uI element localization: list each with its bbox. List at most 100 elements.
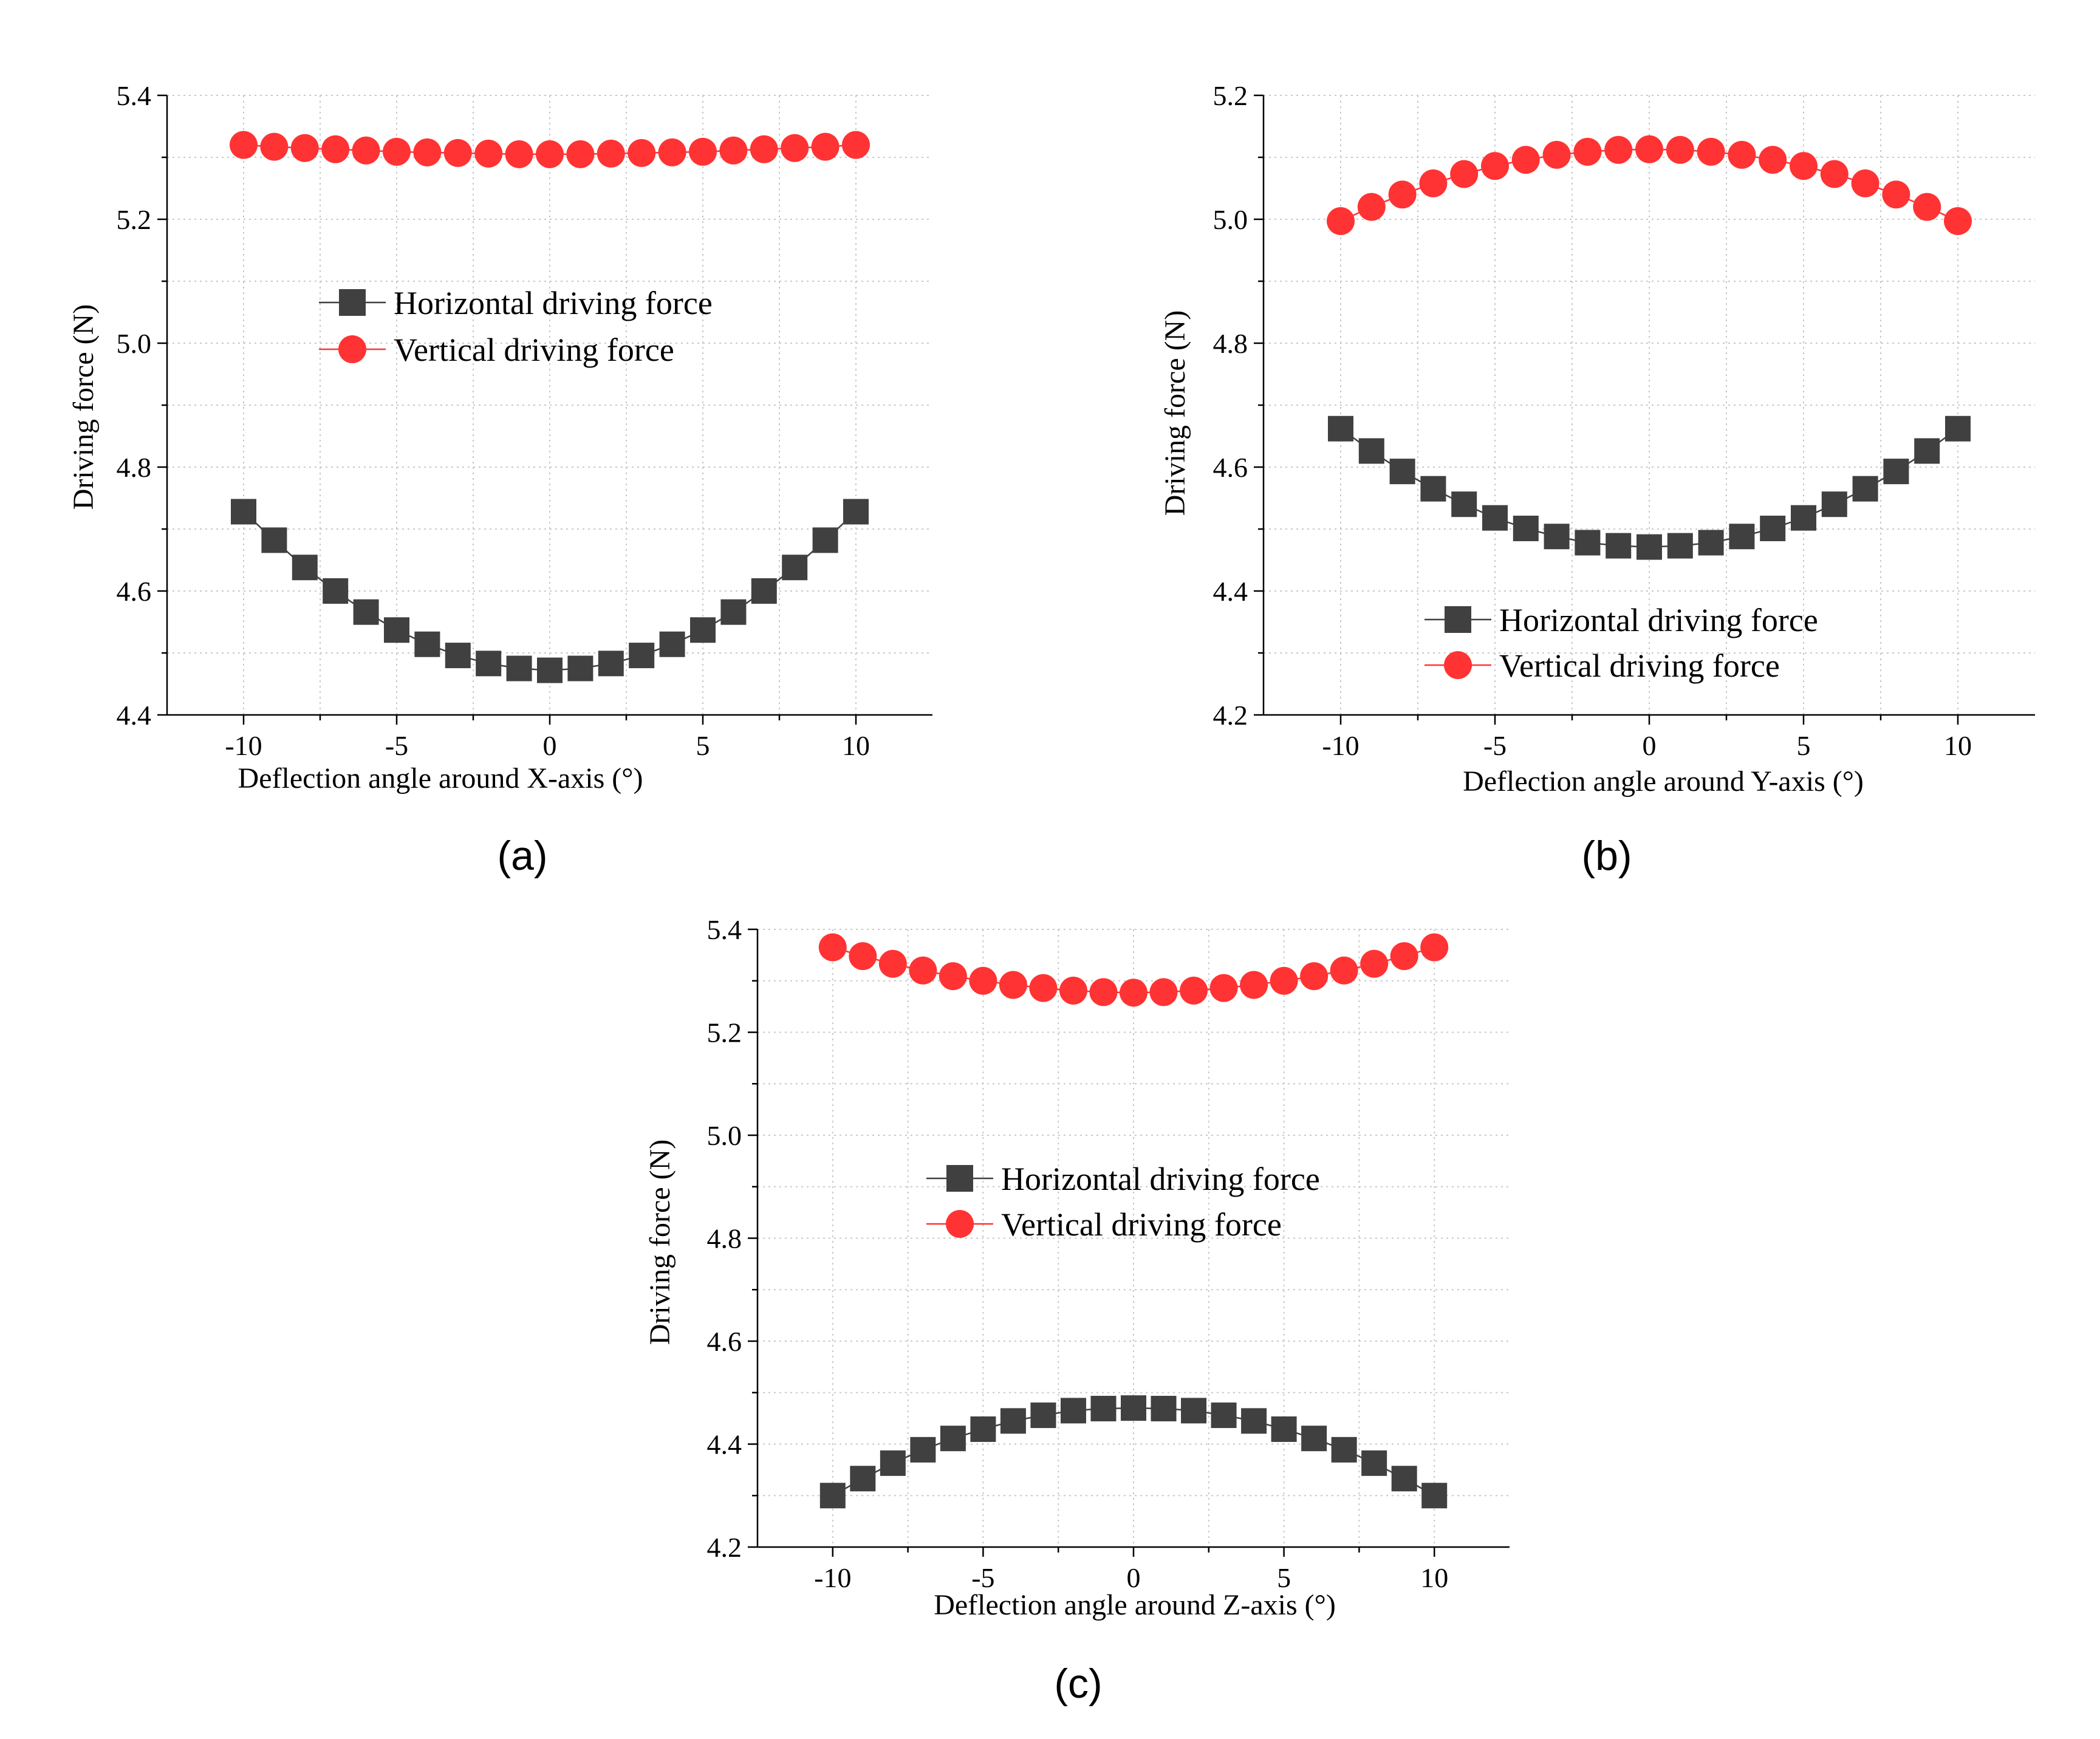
plot-area: -10 -5 0 5 10 4.2 4.4 4.6 4.8 5.0 5.2 5.4 [707,914,1510,1593]
data-point-vertical [689,137,717,166]
data-point-horizontal [1181,1398,1207,1424]
data-point-vertical [1820,160,1849,188]
data-point-horizontal [1575,530,1601,556]
data-point-horizontal [910,1437,936,1463]
data-point-vertical [1357,193,1386,221]
data-point-horizontal [414,631,440,657]
data-point-horizontal [1328,415,1353,442]
x-tick-label: 5 [696,730,710,761]
data-point-vertical [597,139,625,168]
data-point-vertical [658,138,686,166]
data-point-vertical [1728,140,1756,169]
data-point-vertical [1944,207,1972,236]
data-point-vertical [566,140,595,168]
data-point-vertical [1511,146,1540,174]
data-point-vertical [878,949,907,978]
x-tick-label: -5 [1483,730,1507,761]
y-tick-label: 4.4 [1213,576,1248,607]
x-tick-label: 0 [543,730,557,761]
legend-label-horizontal: Horizontal driving force [1499,602,1818,638]
data-point-vertical [1759,146,1787,174]
x-tick-label: 10 [842,730,870,761]
data-point-vertical [1388,180,1417,209]
y-tick-label: 5.2 [707,1017,742,1048]
y-tick-label: 5.2 [1213,80,1248,111]
x-tick-label: -5 [385,730,408,761]
data-point-vertical [750,135,778,163]
legend-marker-vertical [338,335,366,363]
data-point-horizontal [1361,1450,1387,1476]
data-point-horizontal [1000,1408,1026,1434]
data-point-horizontal [1151,1396,1177,1422]
data-point-vertical [909,956,937,985]
chart-panel-c: -10 -5 0 5 10 4.2 4.4 4.6 4.8 5.0 5.2 5.4 Horizonta… [644,914,1510,1707]
data-point-vertical [474,139,503,168]
data-point-horizontal [231,499,256,525]
data-point-horizontal [1667,533,1693,559]
x-tick-label: 0 [1643,730,1657,761]
x-axis-label: Deflection angle around Z-axis (°) [934,1589,1336,1621]
data-point-vertical [1420,933,1449,962]
data-point-vertical [1360,949,1389,978]
legend-label-vertical: Vertical driving force [1001,1206,1282,1243]
data-point-horizontal [1331,1437,1357,1463]
legend-marker-horizontal [946,1165,973,1192]
data-point-vertical [842,131,870,159]
data-point-vertical [1481,152,1509,180]
data-point-horizontal [1389,459,1415,485]
legend-label-horizontal: Horizontal driving force [1001,1161,1320,1197]
data-point-vertical [290,134,319,162]
legend-marker-vertical [1444,651,1472,679]
data-point-vertical [1913,193,1941,221]
data-point-vertical [1270,966,1298,995]
data-point-vertical [383,137,411,166]
legend-marker-vertical [946,1210,974,1238]
data-point-horizontal [1945,415,1971,442]
x-tick-label: 0 [1127,1562,1141,1593]
data-point-vertical [969,966,997,995]
data-point-horizontal [1301,1426,1327,1452]
panel-caption: (a) [497,833,547,879]
data-point-horizontal [1211,1402,1237,1429]
data-point-horizontal [1698,530,1724,556]
data-point-horizontal [880,1450,906,1476]
data-point-vertical [260,132,289,161]
y-axis-label: Driving force (N) [67,304,100,510]
y-tick-label: 4.4 [707,1429,742,1460]
y-tick-label: 4.6 [707,1326,742,1357]
data-point-horizontal [353,599,379,625]
data-point-horizontal [1606,533,1632,559]
y-tick-label: 4.6 [1213,452,1248,483]
data-point-vertical [1573,137,1602,166]
y-tick-label: 5.0 [117,328,152,359]
data-point-horizontal [850,1466,876,1492]
data-point-horizontal [720,599,747,625]
x-tick-label: -10 [1322,730,1359,761]
data-point-vertical [719,136,748,165]
data-point-vertical [1327,207,1355,236]
x-tick-label: -10 [814,1562,851,1593]
y-tick-label: 5.2 [117,204,152,235]
legend: Horizontal driving force Vertical drivin… [926,1161,1320,1243]
legend-label-vertical: Vertical driving force [394,332,674,368]
data-point-vertical [1029,974,1058,1002]
data-point-vertical [1149,978,1178,1006]
data-point-vertical [781,134,809,162]
y-tick-label: 5.4 [117,80,152,111]
y-tick-label: 4.2 [1213,700,1248,731]
data-point-horizontal [1271,1416,1297,1442]
data-point-horizontal [940,1426,966,1452]
data-point-vertical [1390,942,1418,971]
data-point-horizontal [1358,438,1384,464]
data-point-vertical [230,131,258,159]
y-tick-label: 4.2 [707,1532,742,1563]
y-axis-label: Driving force (N) [644,1139,676,1345]
data-point-vertical [818,933,847,962]
legend-label-horizontal: Horizontal driving force [394,285,713,321]
data-point-horizontal [598,651,624,677]
legend-label-vertical: Vertical driving force [1499,647,1780,684]
data-point-horizontal [1060,1398,1086,1424]
data-point-vertical [1851,169,1879,197]
data-point-vertical [1790,152,1818,180]
plot-area: -10 -5 0 5 10 4.2 4.4 4.6 4.8 5.0 5.2 [1213,80,2035,761]
